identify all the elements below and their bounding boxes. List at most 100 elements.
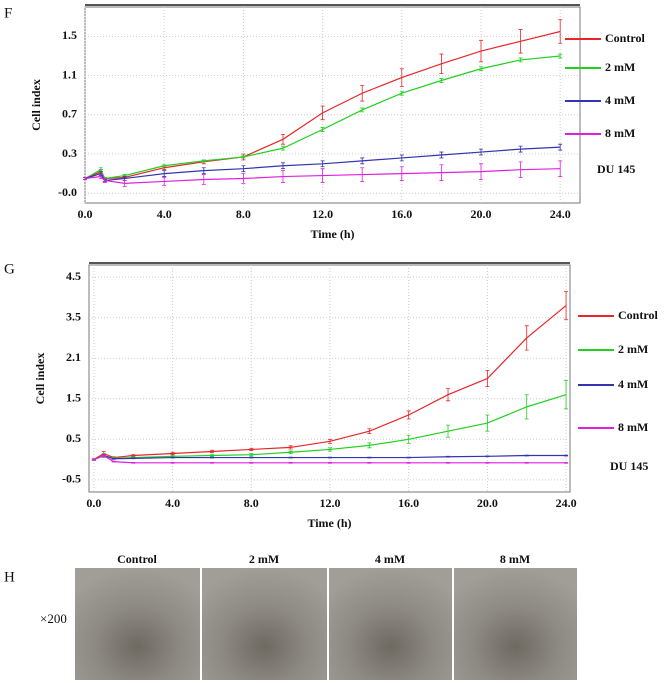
micrograph-label: 4 mM xyxy=(375,552,405,566)
error-bar xyxy=(170,462,175,464)
error-bar xyxy=(83,177,87,180)
error-bar xyxy=(131,462,136,464)
error-bar xyxy=(360,167,365,182)
error-bar xyxy=(249,462,254,464)
error-bar xyxy=(288,450,293,454)
x-tick-label: 24.0 xyxy=(550,207,571,221)
error-bar xyxy=(558,53,563,59)
error-bar xyxy=(524,454,529,457)
legend-label: 2 mM xyxy=(618,342,648,356)
x-axis-label: Time (h) xyxy=(310,227,354,241)
error-bar xyxy=(485,414,490,432)
error-bar xyxy=(367,442,372,449)
y-tick-label: 0.5 xyxy=(66,431,81,445)
x-tick-label: 4.0 xyxy=(157,207,172,221)
error-bar xyxy=(201,167,206,174)
micrographs: Control 2 mM 4 mM 8 mM ×200 xyxy=(40,552,577,680)
error-bar xyxy=(102,178,107,183)
error-bar xyxy=(327,438,332,444)
y-axis-label: Cell index xyxy=(29,79,43,131)
error-bar xyxy=(111,457,116,460)
legend-label: Control xyxy=(605,31,645,45)
error-bar xyxy=(98,174,103,179)
error-bar xyxy=(209,454,214,457)
error-bar xyxy=(518,29,523,54)
error-bar xyxy=(485,462,490,464)
y-tick-label: 0.7 xyxy=(62,107,77,121)
error-bar xyxy=(367,462,372,464)
y-tick-label: 1.5 xyxy=(62,28,77,42)
panel-label: H xyxy=(4,569,15,585)
error-bar xyxy=(479,163,483,180)
error-bar xyxy=(281,170,285,183)
error-bar xyxy=(288,456,293,459)
error-bar xyxy=(399,90,404,96)
x-tick-label: 0.0 xyxy=(78,207,93,221)
error-bar xyxy=(241,155,246,159)
error-bar xyxy=(320,168,325,183)
legend-label: 4 mM xyxy=(605,93,635,107)
error-bar xyxy=(406,456,411,459)
legend-label: 4 mM xyxy=(618,377,648,391)
error-bar xyxy=(249,456,254,459)
error-bar xyxy=(439,78,444,83)
y-axis-label: Cell index xyxy=(33,353,47,405)
x-axis-label: Time (h) xyxy=(307,516,351,530)
error-bar xyxy=(360,107,365,113)
micrograph xyxy=(454,568,577,680)
panel-label: G xyxy=(4,261,15,277)
x-tick-label: 0.0 xyxy=(86,496,101,510)
error-bar xyxy=(209,456,214,459)
error-bar xyxy=(101,453,106,458)
error-bar xyxy=(406,462,411,464)
micrograph-label: 2 mM xyxy=(249,552,279,566)
annotation: DU 145 xyxy=(597,162,635,176)
x-tick-label: 12.0 xyxy=(319,496,340,510)
error-bar xyxy=(122,180,127,187)
error-bar xyxy=(479,66,483,72)
error-bar xyxy=(564,380,569,410)
error-bar xyxy=(446,462,451,464)
error-bar xyxy=(524,462,529,464)
error-bar xyxy=(367,428,372,435)
error-bar xyxy=(288,462,293,464)
error-bar xyxy=(131,457,136,460)
error-bar xyxy=(524,325,529,351)
error-bar xyxy=(209,462,214,464)
legend-label: 8 mM xyxy=(618,420,648,434)
error-bar xyxy=(131,454,136,457)
error-bar xyxy=(446,455,451,458)
error-bar xyxy=(201,159,206,163)
error-bar xyxy=(406,410,411,420)
error-bar xyxy=(446,388,451,402)
x-tick-label: 4.0 xyxy=(165,496,180,510)
error-bar xyxy=(439,164,444,181)
error-bar xyxy=(209,449,214,454)
error-bar xyxy=(439,151,444,159)
error-bar xyxy=(518,161,523,178)
error-bar xyxy=(281,145,285,151)
y-tick-label: 3.5 xyxy=(66,309,81,323)
y-tick-label: -0.5 xyxy=(62,472,81,486)
x-tick-label: 12.0 xyxy=(312,207,333,221)
micrograph-label: 8 mM xyxy=(500,552,530,566)
error-bar xyxy=(201,174,206,185)
error-bar xyxy=(558,143,563,151)
error-bar xyxy=(518,145,523,153)
error-bar xyxy=(241,165,246,173)
error-bar xyxy=(524,394,529,420)
micrograph xyxy=(329,568,452,680)
error-bar xyxy=(564,462,569,464)
micrograph xyxy=(75,568,200,680)
error-bar xyxy=(162,170,167,177)
error-bar xyxy=(320,127,325,132)
error-bar xyxy=(399,166,404,181)
error-bar xyxy=(288,445,293,450)
error-bar xyxy=(518,57,523,63)
y-tick-label: -0.0 xyxy=(58,185,77,199)
y-tick-label: 4.5 xyxy=(66,269,81,283)
error-bar xyxy=(162,177,167,186)
error-bar xyxy=(327,456,332,459)
panel-label: F xyxy=(4,5,12,21)
